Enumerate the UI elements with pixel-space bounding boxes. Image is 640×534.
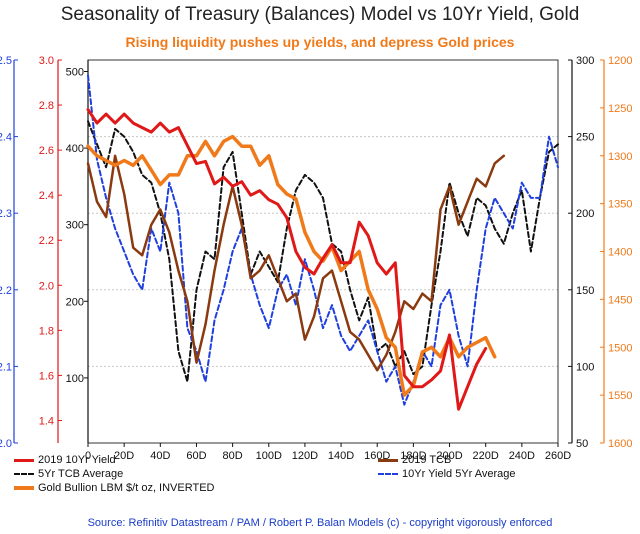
left-red-tick-label-6: 2.6 <box>39 145 54 157</box>
left-red-tick-label-0: 1.4 <box>39 415 54 427</box>
left-red-tick-label-7: 2.8 <box>39 100 54 112</box>
x-tick-label-9: 180D <box>400 450 426 462</box>
right-black-tick-label-4: 250 <box>576 132 594 144</box>
left-red-tick-label-5: 2.4 <box>39 190 54 202</box>
left-red-tick-label-8: 3.0 <box>39 55 54 67</box>
legend-item-gold: Gold Bullion LBM $/t oz, INVERTED <box>14 482 214 494</box>
legend-item-tcb-avg: 5Yr TCB Average <box>14 468 123 480</box>
x-tick-label-11: 220D <box>473 450 499 462</box>
x-tick-label-1: 20D <box>114 450 134 462</box>
right-orange-tick-label-6: 1500 <box>608 342 632 354</box>
left-red-tick-label-4: 2.2 <box>39 235 54 247</box>
left-black-tick-label-2: 300 <box>66 220 84 232</box>
left-black-tick-label-3: 400 <box>66 143 84 155</box>
legend-item-10yr-yield: 2019 10Yr Yield <box>14 454 116 466</box>
right-black-tick-label-2: 150 <box>576 285 594 297</box>
left-blue-tick-label-0: 2.0 <box>0 438 12 450</box>
right-black-tick-label-5: 300 <box>576 55 594 67</box>
plot-frame <box>87 59 559 444</box>
legend-label-yield-avg: 10Yr Yield 5Yr Average <box>402 468 516 480</box>
legend-swatch-gold <box>14 486 34 491</box>
right-orange-tick-label-7: 1550 <box>608 390 632 402</box>
chart-title: Seasonality of Treasury (Balances) Model… <box>60 4 580 25</box>
x-tick-label-12: 240D <box>509 450 535 462</box>
right-orange-tick-label-4: 1400 <box>608 247 632 259</box>
right-black-tick-label-3: 200 <box>576 208 594 220</box>
left-blue-tick-label-5: 2.5 <box>0 55 12 67</box>
legend-label-gold: Gold Bullion LBM $/t oz, INVERTED <box>38 482 215 494</box>
legend-label-10yr-yield: 2019 10Yr Yield <box>38 454 116 466</box>
left-blue-tick-label-4: 2.4 <box>0 132 12 144</box>
series-line-0 <box>86 108 488 411</box>
x-tick-label-4: 80D <box>223 450 243 462</box>
right-orange-tick-label-2: 1300 <box>608 151 632 163</box>
right-orange-tick-label-3: 1350 <box>608 199 632 211</box>
series-line-1 <box>86 154 506 372</box>
right-black-tick-label-0: 50 <box>576 438 588 450</box>
left-red-tick-label-2: 1.8 <box>39 325 54 337</box>
right-orange-tick-label-0: 1200 <box>608 55 632 67</box>
legend-swatch-tcb <box>378 458 398 462</box>
legend-swatch-10yr-yield <box>14 458 34 462</box>
x-tick-label-10: 200D <box>436 450 462 462</box>
series-line-2 <box>87 120 559 383</box>
left-black-tick-label-0: 100 <box>66 373 84 385</box>
x-tick-label-7: 140D <box>328 450 354 462</box>
series-line-3 <box>87 74 559 406</box>
legend-item-yield-avg: 10Yr Yield 5Yr Average <box>378 468 516 480</box>
x-tick-label-0: 0 <box>85 450 91 462</box>
legend-label-tcb: 2019 TCB <box>402 454 452 466</box>
left-blue-tick-label-1: 2.1 <box>0 361 12 373</box>
x-tick-label-3: 60D <box>186 450 206 462</box>
legend-swatch-yield-avg <box>378 473 398 476</box>
x-tick-label-6: 120D <box>292 450 318 462</box>
series-line-4 <box>86 134 497 397</box>
left-red-tick-label-3: 2.0 <box>39 280 54 292</box>
legend-label-tcb-avg: 5Yr TCB Average <box>38 468 124 480</box>
right-black-tick-label-1: 100 <box>576 361 594 373</box>
left-blue-tick-label-2: 2.2 <box>0 285 12 297</box>
right-orange-tick-label-1: 1250 <box>608 103 632 115</box>
left-black-tick-label-1: 200 <box>66 296 84 308</box>
left-red-tick-label-1: 1.6 <box>39 370 54 382</box>
source-note: Source: Refinitiv Datastream / PAM / Rob… <box>87 517 553 529</box>
legend-swatch-tcb-avg <box>14 473 34 476</box>
x-tick-label-5: 100D <box>256 450 282 462</box>
right-orange-tick-label-5: 1450 <box>608 294 632 306</box>
chart-subtitle: Rising liquidity pushes up yields, and d… <box>125 34 515 50</box>
x-tick-label-2: 40D <box>150 450 170 462</box>
x-tick-label-13: 260D <box>545 450 571 462</box>
right-orange-tick-label-8: 1600 <box>608 438 632 450</box>
left-blue-tick-label-3: 2.3 <box>0 208 12 220</box>
legend-item-tcb: 2019 TCB <box>378 454 451 466</box>
left-black-tick-label-4: 500 <box>66 66 84 78</box>
